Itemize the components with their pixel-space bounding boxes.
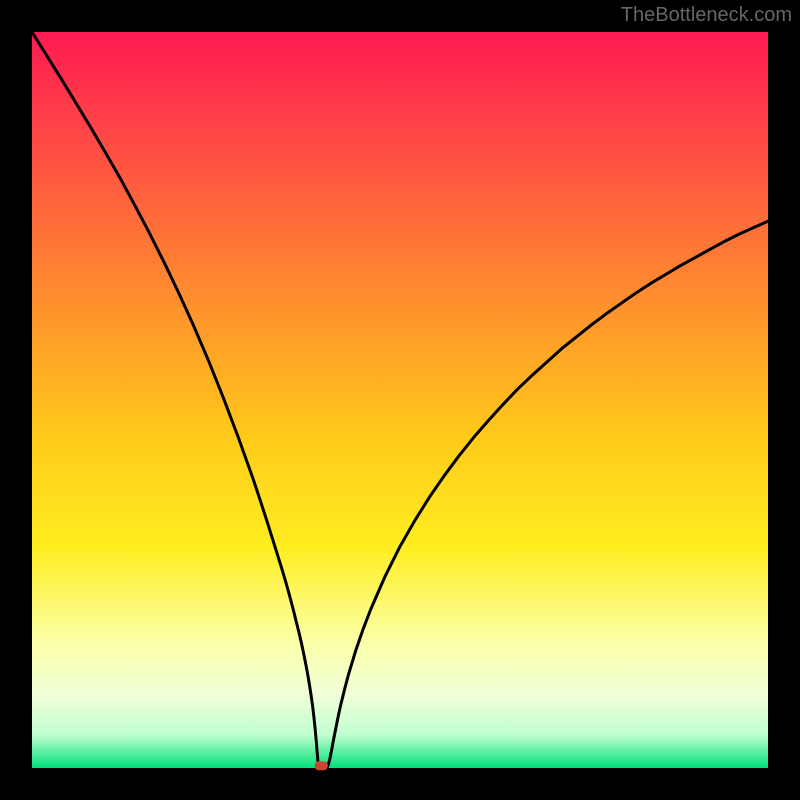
watermark-text: TheBottleneck.com [621, 4, 792, 27]
chart-container: TheBottleneck.com [0, 0, 800, 800]
bottleneck-chart [0, 0, 800, 800]
current-config-marker [315, 761, 328, 770]
chart-background [32, 32, 768, 768]
